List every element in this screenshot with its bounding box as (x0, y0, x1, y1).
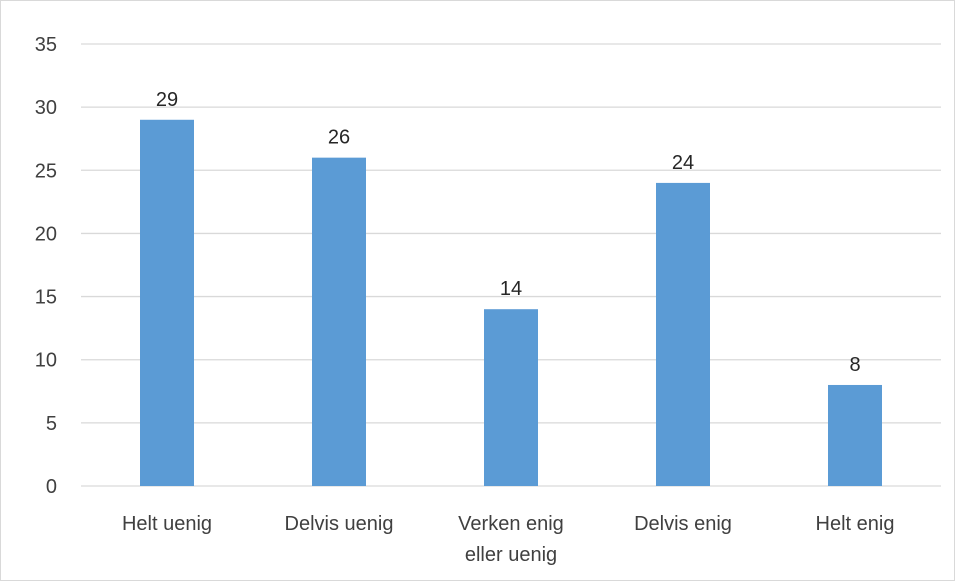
y-tick-label: 30 (35, 97, 57, 119)
y-tick-label: 5 (46, 413, 57, 435)
bar (484, 309, 538, 486)
bars (140, 119, 882, 487)
category-label: Delvis enig (634, 513, 732, 535)
data-label: 8 (849, 354, 860, 376)
y-tick-label: 20 (35, 223, 57, 245)
data-label: 24 (672, 152, 694, 174)
data-labels: 29 26 14 24 8 (156, 89, 861, 376)
data-label: 26 (328, 127, 350, 149)
bar (828, 384, 882, 486)
y-tick-label: 10 (35, 350, 57, 372)
y-tick-label: 35 (35, 34, 57, 56)
y-tick-label: 15 (35, 287, 57, 309)
bar (140, 119, 194, 487)
y-tick-label: 0 (46, 476, 57, 498)
category-label: Delvis uenig (285, 513, 394, 535)
y-tick-label: 25 (35, 160, 57, 182)
category-labels: Helt uenig Delvis uenig Verken enig eller u… (122, 513, 895, 566)
bar (312, 157, 366, 486)
bar (656, 182, 710, 486)
y-axis-ticks: 0 5 10 15 20 25 30 35 (35, 34, 57, 498)
category-label: Helt enig (816, 513, 895, 535)
category-label: Verken enig eller uenig (458, 513, 564, 566)
data-label: 29 (156, 89, 178, 111)
category-label: Helt uenig (122, 513, 212, 535)
data-label: 14 (500, 278, 522, 300)
